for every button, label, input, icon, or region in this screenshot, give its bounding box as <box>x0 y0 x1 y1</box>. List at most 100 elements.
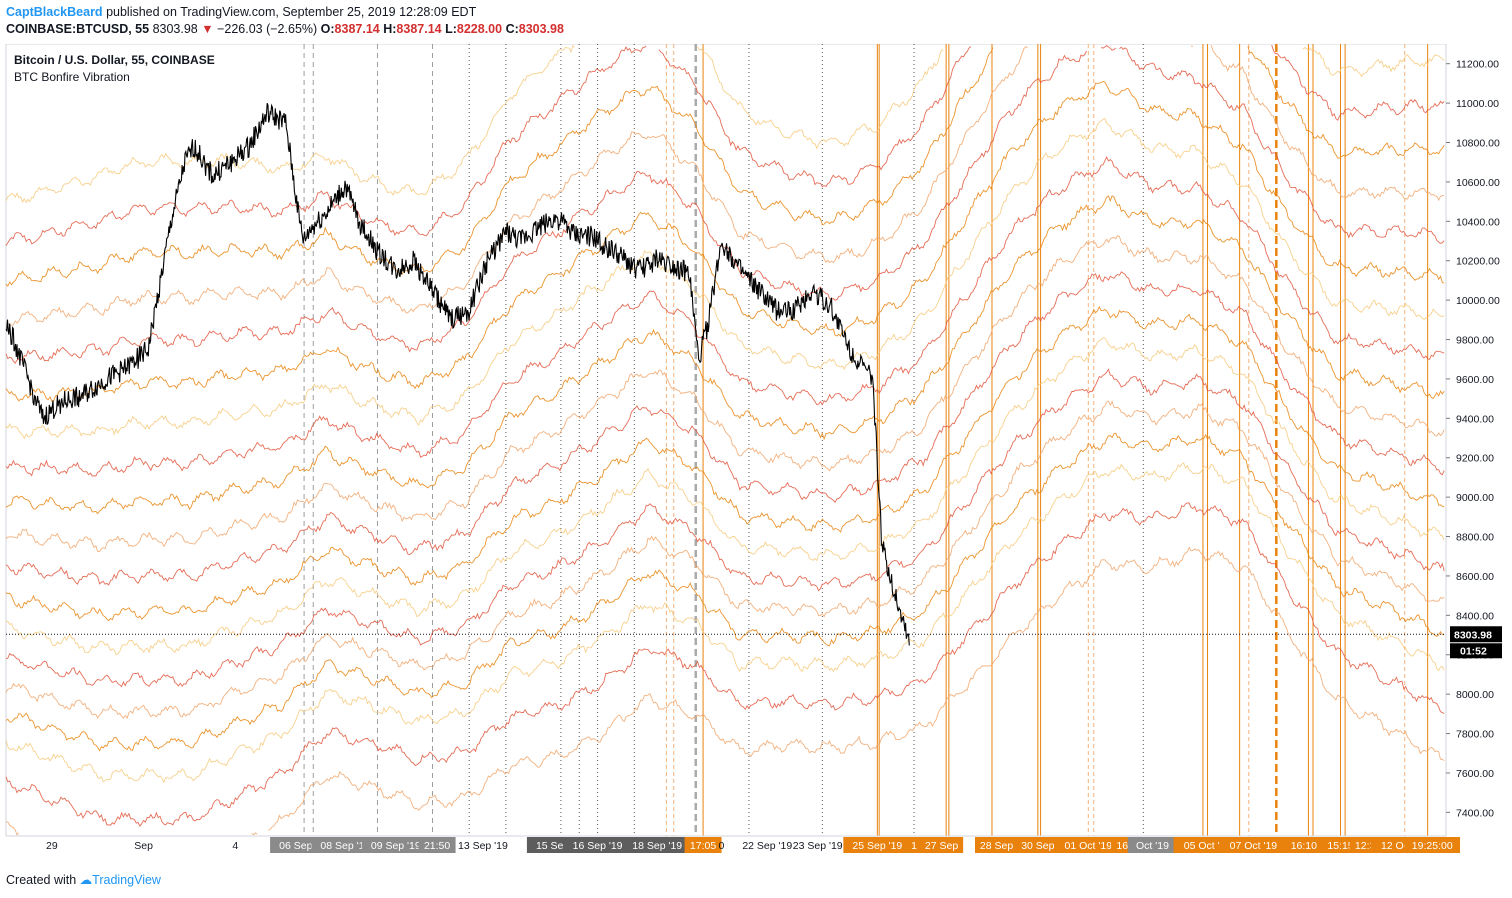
band-line-4 <box>5 400 1445 720</box>
footer: Created with ☁TradingView <box>6 872 161 887</box>
x-tick-label-24: Oct '19 <box>1136 840 1169 852</box>
x-tick-label-7: 21:50 <box>424 840 450 852</box>
band-line-10 <box>5 195 1445 515</box>
band-line-9 <box>5 235 1445 553</box>
tradingview-logo-icon: ☁ <box>79 873 93 887</box>
band-line-15 <box>5 44 1445 326</box>
down-arrow-icon: ▼ <box>201 22 214 36</box>
x-tick-badge-20 <box>974 837 1019 853</box>
x-tick-label-20: 28 Sep <box>980 840 1013 852</box>
low-value: 8228.00 <box>456 22 503 36</box>
y-tick-label-8: 9000.00 <box>1456 492 1494 504</box>
symbol-label: COINBASE:BTCUSD, 55 <box>6 22 150 36</box>
x-tick-label-26: 07 Oct '19 <box>1230 840 1278 852</box>
band-line-5 <box>5 368 1445 688</box>
y-tick-label-5: 8400.00 <box>1456 610 1494 622</box>
close-label: C: <box>505 22 519 36</box>
y-tick-label-16: 10600.00 <box>1456 177 1500 189</box>
x-tick-badge-18 <box>907 837 922 853</box>
vertical-markers <box>303 44 1429 836</box>
band-line-12 <box>5 117 1445 440</box>
x-tick-badge-12 <box>623 837 692 853</box>
x-tick-badge-22 <box>1054 837 1123 853</box>
vibration-bands <box>5 44 1445 836</box>
x-tick-label-8: 13 Sep '19 <box>458 840 508 852</box>
price-chart[interactable]: 7400.007600.007800.008000.008200.008400.… <box>0 44 1512 862</box>
chart-title: Bitcoin / U.S. Dollar, 55, COINBASE <box>14 53 215 67</box>
tradingview-link[interactable]: TradingView <box>92 873 161 887</box>
x-tick-label-16: 23 Sep '19 <box>793 840 843 852</box>
band-line-3 <box>5 432 1445 752</box>
last-price-badge-label: 8303.98 <box>1454 629 1492 641</box>
chart-header: CaptBlackBeard published on TradingView.… <box>0 0 1512 44</box>
x-tick-label-28: 15:15 <box>1327 840 1353 852</box>
plot-area[interactable] <box>5 44 1447 837</box>
y-tick-label-15: 10400.00 <box>1456 216 1500 228</box>
x-tick-label-12: 18 Sep '19 <box>632 840 682 852</box>
x-tick-label-5: 08 Sep '19 <box>320 840 370 852</box>
open-value: 8387.14 <box>334 22 380 36</box>
x-tick-badge-27 <box>1285 837 1323 853</box>
y-tick-label-12: 9800.00 <box>1456 335 1494 347</box>
y-tick-label-2: 7800.00 <box>1456 729 1494 741</box>
band-line-16 <box>5 45 1445 287</box>
x-tick-badge-19 <box>919 837 964 853</box>
x-tick-label-2: 4 <box>232 840 238 852</box>
x-tick-label-6: 09 Sep '19 <box>371 840 421 852</box>
x-tick-label-13: 17:05 <box>690 840 716 852</box>
indicator-title: BTC Bonfire Vibration <box>14 70 130 84</box>
btc-price-line <box>5 103 910 646</box>
y-tick-label-17: 10800.00 <box>1456 138 1500 150</box>
y-tick-label-13: 10000.00 <box>1456 295 1500 307</box>
x-tick-label-22: 01 Oct '19 <box>1065 840 1113 852</box>
x-tick-badge-31 <box>1404 837 1461 853</box>
y-tick-label-19: 11200.00 <box>1456 59 1499 71</box>
y-tick-label-3: 8000.00 <box>1456 689 1494 701</box>
open-label: O: <box>320 22 335 36</box>
countdown-badge <box>1450 643 1502 659</box>
x-tick-label-19: 27 Sep <box>925 840 958 852</box>
y-tick-label-1: 7600.00 <box>1456 768 1494 780</box>
y-tick-label-10: 9400.00 <box>1456 413 1494 425</box>
x-tick-label-15: 22 Sep '19 <box>742 840 792 852</box>
y-tick-label-0: 7400.00 <box>1456 807 1494 819</box>
x-tick-badge-17 <box>843 837 912 853</box>
band-line-14 <box>5 45 1445 364</box>
band-line-6 <box>5 337 1445 656</box>
x-tick-badge-26 <box>1219 837 1288 853</box>
x-tick-badge-11 <box>563 837 632 853</box>
y-tick-label-11: 9600.00 <box>1456 374 1494 386</box>
x-tick-label-1: Sep <box>134 840 153 852</box>
y-tick-label-9: 9200.00 <box>1456 453 1494 465</box>
y-tick-label-18: 11000.00 <box>1456 98 1499 110</box>
last-price: 8303.98 <box>152 22 198 36</box>
countdown-badge-label: 01:52 <box>1460 645 1487 657</box>
x-tick-label-18: 1 <box>911 840 917 852</box>
y-tick-label-7: 8800.00 <box>1456 532 1494 544</box>
band-line-18 <box>5 45 1445 204</box>
last-price-badge <box>1450 626 1502 643</box>
x-tick-label-14: 0 <box>718 840 724 852</box>
band-line-2 <box>5 462 1445 784</box>
x-tick-label-17: 25 Sep '19 <box>852 840 902 852</box>
price-series <box>5 103 910 646</box>
band-line-0 <box>6 546 1445 836</box>
low-label: L: <box>445 22 457 36</box>
x-tick-label-27: 16:10 <box>1291 840 1317 852</box>
close-value: 8303.98 <box>518 22 564 36</box>
band-line-17 <box>5 44 1445 246</box>
band-line-1 <box>5 502 1445 827</box>
x-tick-badge-13 <box>684 837 722 853</box>
band-line-7 <box>5 305 1445 622</box>
ohlc-line: COINBASE:BTCUSD, 55 8303.98 ▼ −226.03 (−… <box>6 22 564 36</box>
x-tick-badge-24 <box>1127 837 1178 853</box>
price-axis[interactable]: 7400.007600.007800.008000.008200.008400.… <box>1446 59 1502 820</box>
created-with-label: Created with <box>6 873 77 887</box>
author-link[interactable]: CaptBlackBeard <box>6 5 103 19</box>
high-label: H: <box>383 22 397 36</box>
x-tick-label-0: 29 <box>46 840 58 852</box>
band-line-13 <box>5 80 1445 402</box>
high-value: 8387.14 <box>396 22 442 36</box>
y-tick-label-6: 8600.00 <box>1456 571 1494 583</box>
